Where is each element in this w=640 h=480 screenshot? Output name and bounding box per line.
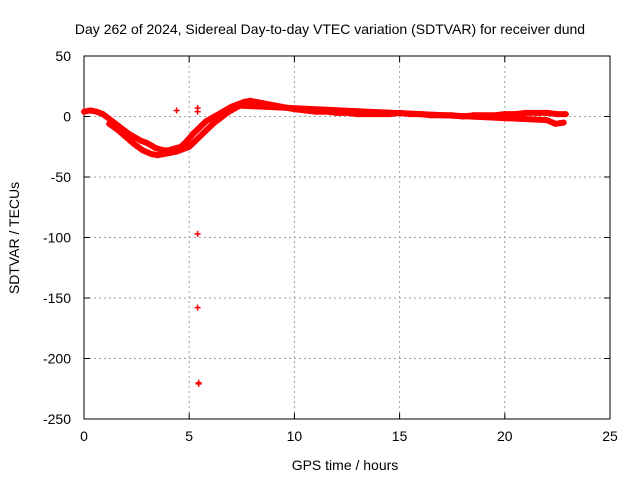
- y-tick-label: 0: [63, 109, 71, 125]
- y-tick-label: 50: [55, 48, 71, 64]
- data-point: [154, 152, 161, 159]
- data-point: [131, 134, 138, 141]
- data-point: [562, 111, 569, 118]
- data-point: [173, 148, 180, 155]
- data-point: [148, 151, 155, 158]
- data-point: [87, 107, 94, 114]
- y-axis: 50 0 -50 -100 -150 -200 -250: [43, 48, 610, 427]
- x-tick-label: 10: [287, 428, 303, 444]
- y-tick-label: -200: [43, 351, 71, 367]
- chart-title: Day 262 of 2024, Sidereal Day-to-day VTE…: [75, 21, 585, 37]
- data-point: [560, 119, 567, 126]
- x-tick-label: 15: [392, 428, 408, 444]
- x-tick-label: 5: [185, 428, 193, 444]
- data-point: [179, 146, 186, 153]
- data-point: [217, 114, 224, 121]
- data-point: [211, 119, 218, 126]
- data-point: [205, 125, 212, 132]
- data-point: [522, 109, 529, 116]
- y-tick-label: -100: [43, 230, 71, 246]
- data-point: [114, 126, 121, 133]
- data-point: [194, 108, 201, 115]
- data-point: [194, 304, 201, 311]
- data-point: [173, 107, 180, 114]
- data-point: [148, 142, 155, 149]
- x-axis: 0 5 10 15 20 25: [80, 56, 618, 444]
- data-point: [247, 97, 254, 104]
- data-point: [139, 147, 146, 154]
- data-point: [81, 108, 87, 115]
- data-points: [81, 97, 569, 387]
- data-point: [106, 120, 113, 127]
- data-point: [194, 230, 201, 237]
- data-point: [543, 109, 550, 116]
- data-point: [224, 109, 231, 116]
- data-point: [152, 144, 159, 151]
- x-tick-label: 0: [80, 428, 88, 444]
- data-point: [99, 111, 106, 118]
- data-point: [137, 137, 144, 144]
- y-axis-label: SDTVAR / TECUs: [6, 182, 22, 294]
- data-point: [196, 124, 203, 131]
- data-point: [144, 140, 151, 147]
- data-point: [195, 379, 202, 386]
- data-point: [167, 149, 174, 156]
- data-point: [160, 151, 167, 158]
- data-point: [209, 114, 216, 121]
- data-point: [554, 111, 561, 118]
- data-point: [93, 108, 100, 115]
- data-point: [203, 118, 210, 125]
- data-point: [190, 130, 197, 137]
- data-point: [230, 106, 237, 113]
- data-point: [156, 146, 163, 153]
- data-point: [123, 134, 130, 141]
- data-point: [186, 135, 193, 142]
- data-point: [533, 109, 540, 116]
- data-point: [236, 102, 243, 109]
- data-point: [131, 141, 138, 148]
- x-tick-label: 20: [497, 428, 513, 444]
- data-point: [552, 120, 559, 127]
- x-tick-label: 25: [602, 428, 618, 444]
- y-tick-label: -250: [43, 411, 71, 427]
- data-point: [198, 131, 205, 138]
- data-point: [186, 143, 193, 150]
- y-tick-label: -50: [51, 169, 71, 185]
- data-point: [181, 140, 188, 147]
- x-axis-label: GPS time / hours: [292, 457, 399, 473]
- y-tick-label: -150: [43, 290, 71, 306]
- data-point: [543, 117, 550, 124]
- data-point: [192, 137, 199, 144]
